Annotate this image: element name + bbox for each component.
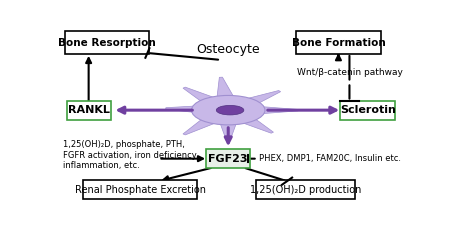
Text: PHEX, DMP1, FAM20C, Insulin etc.: PHEX, DMP1, FAM20C, Insulin etc. [259, 154, 401, 163]
Text: 1,25(OH)₂D, phosphate, PTH,
FGFR activation, iron deficiency,
inflammation, etc.: 1,25(OH)₂D, phosphate, PTH, FGFR activat… [63, 140, 199, 170]
FancyBboxPatch shape [65, 31, 149, 54]
Text: Osteocyte: Osteocyte [196, 43, 260, 56]
FancyBboxPatch shape [83, 180, 197, 199]
Polygon shape [215, 110, 241, 141]
Polygon shape [216, 77, 241, 111]
Polygon shape [220, 90, 281, 115]
Polygon shape [183, 106, 238, 135]
Text: 1,25(OH)₂D production: 1,25(OH)₂D production [250, 185, 361, 195]
Text: Sclerotin: Sclerotin [340, 105, 396, 115]
FancyBboxPatch shape [206, 149, 250, 168]
FancyBboxPatch shape [256, 180, 355, 199]
Polygon shape [219, 106, 273, 133]
Polygon shape [228, 104, 298, 116]
Text: Renal Phosphate Excretion: Renal Phosphate Excretion [74, 185, 206, 195]
Text: Wnt/β-catenin pathway: Wnt/β-catenin pathway [297, 68, 402, 76]
FancyBboxPatch shape [296, 31, 381, 54]
Ellipse shape [191, 95, 265, 125]
Text: FGF23: FGF23 [209, 154, 248, 164]
Text: Bone Resorption: Bone Resorption [58, 38, 156, 48]
Text: Bone Formation: Bone Formation [292, 38, 385, 48]
Text: RANKL: RANKL [68, 105, 109, 115]
Polygon shape [183, 87, 237, 114]
FancyBboxPatch shape [66, 101, 110, 120]
Polygon shape [166, 104, 229, 116]
Ellipse shape [216, 105, 244, 115]
FancyBboxPatch shape [340, 101, 395, 120]
